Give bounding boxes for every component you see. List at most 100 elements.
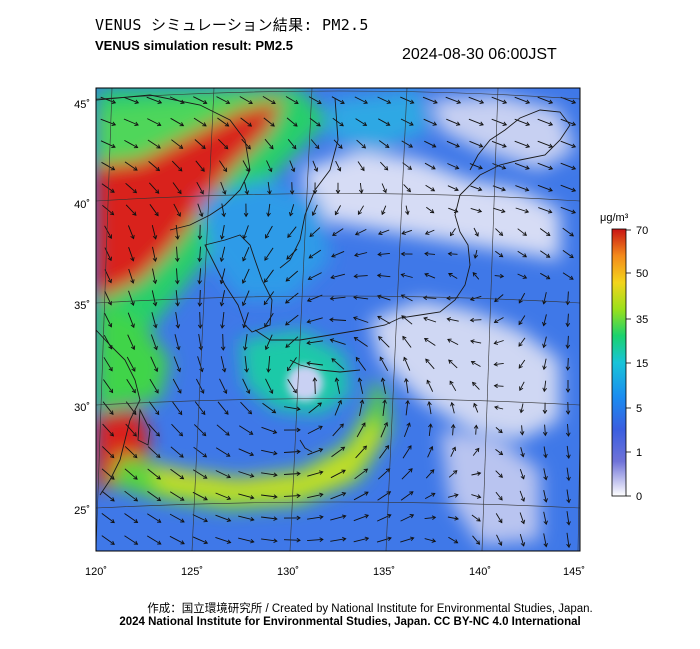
wind-arrow-head [401,230,406,235]
wind-arrow [537,184,553,192]
wind-arrow-head [226,474,231,479]
wind-arrow-head [431,538,437,543]
wind-arrow [377,316,391,324]
wind-arrow [261,516,277,520]
wind-arrow [353,296,369,300]
wind-arrow-head [219,257,225,263]
wind-arrow [103,357,113,371]
wind-arrow-head [542,321,547,327]
wind-arrow [425,229,435,235]
wind-arrow [215,514,231,522]
wind-arrow [101,446,115,458]
wind-arrow-head [402,335,407,341]
wind-arrow-head [175,324,181,329]
wind-arrow-head [273,494,278,499]
wind-arrow [217,117,229,127]
wind-arrow-head [152,257,158,262]
wind-arrow-head [287,366,292,372]
wind-arrow [474,249,478,259]
wind-arrow [261,538,277,542]
wind-arrow-head [361,422,366,427]
wind-arrow [192,491,208,501]
wind-arrow [560,184,576,192]
wind-arrow [261,426,277,434]
wind-arrow [175,290,179,306]
wind-arrow-head [296,449,301,454]
wind-arrow-head [386,99,392,104]
wind-arrow-head [272,429,278,434]
wind-arrow-head [449,380,454,385]
wind-arrow-head [473,424,479,429]
wind-arrow [424,162,436,170]
wind-arrow-head [542,387,547,393]
wind-arrow-head [548,143,554,148]
wind-arrow-head [293,122,298,127]
wind-arrow-head [498,496,503,501]
wind-arrow-head [525,121,531,126]
wind-arrow-head [566,476,571,482]
wind-arrow [215,536,231,544]
wind-arrow [175,312,179,328]
wind-arrow-head [380,377,386,382]
wind-arrow [469,163,483,169]
wind-arrow [104,312,112,328]
wind-arrow-head [422,295,428,301]
wind-arrow [353,537,369,543]
wind-arrow-head [221,212,226,218]
wind-arrow-head [130,234,135,240]
wind-arrow-head [498,231,504,237]
wind-arrow [147,468,161,480]
wind-arrow-head [520,497,526,502]
wind-arrow-head [377,230,383,236]
wind-arrow-head [473,254,479,259]
wind-arrow-head [152,301,158,307]
wind-arrow-head [565,432,571,437]
wind-arrow-head [156,144,161,149]
wind-arrow-head [197,280,202,285]
wind-arrow [495,513,503,523]
wind-arrow [215,492,231,500]
wind-arrow [543,490,547,502]
wind-arrow-head [156,518,162,523]
wind-arrow [217,138,229,150]
wind-arrow [267,355,271,373]
wind-arrow [331,250,345,258]
wind-arrow [517,273,527,279]
wind-arrow [491,118,507,126]
colorbar-legend: μg/m³ 70 50 35 15 5 1 0 [600,212,648,503]
wind-arrow [244,356,248,372]
wind-arrow [518,359,526,369]
wind-arrow [400,537,414,543]
wind-arrow [126,356,136,372]
wind-arrow [221,311,225,329]
wind-arrow-head [285,343,290,348]
wind-arrow-head [431,515,437,521]
colorbar-tick: 70 [636,225,648,237]
wind-arrow-head [571,165,577,170]
wind-arrow-head [109,453,115,459]
wind-arrow-head [287,233,292,238]
wind-arrow [539,228,551,236]
wind-arrow-head [424,272,429,278]
wind-arrow-head [426,379,431,385]
wind-arrow-head [566,521,571,526]
wind-arrow-head [265,234,270,239]
wind-arrow-head [224,410,229,415]
wind-arrow-head [543,498,548,503]
wind-arrow-head [219,302,225,307]
wind-arrow [543,468,547,480]
wind-arrow-head [108,367,113,372]
wind-arrow [174,334,180,350]
wind-arrow-head [519,386,524,391]
wind-arrow-head [179,475,185,480]
wind-arrow-head [565,388,571,393]
wind-arrow [125,204,137,216]
wind-arrow [495,491,503,501]
wind-arrow [127,312,135,328]
wind-arrow-head [306,361,311,366]
wind-arrow [101,468,115,480]
wind-arrow [307,516,323,520]
wind-arrow-head [357,210,362,216]
wind-arrow-head [285,277,290,282]
wind-arrow-head [132,189,138,194]
